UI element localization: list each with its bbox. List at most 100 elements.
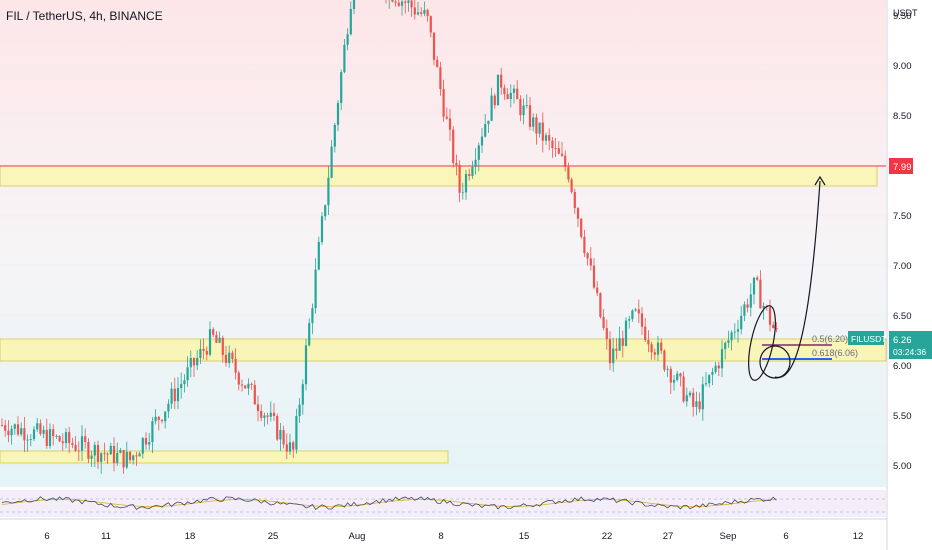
candle-body (346, 34, 349, 45)
candle-body (506, 94, 509, 100)
candle-body (52, 429, 55, 437)
candle-body (730, 332, 733, 341)
candle-body (212, 329, 215, 335)
candle-body (84, 436, 87, 443)
candle-body (135, 455, 138, 457)
candle-body (20, 428, 23, 435)
candle-body (311, 308, 314, 324)
candle-body (138, 453, 141, 457)
x-tick-label: 8 (438, 531, 443, 542)
candle-body (10, 428, 13, 436)
candle-body (666, 368, 669, 370)
candle-body (272, 412, 276, 416)
candle-body (215, 334, 218, 343)
candle-body (746, 304, 749, 308)
candle-body (740, 315, 743, 330)
candle-body (736, 329, 740, 332)
candle-body (349, 8, 352, 35)
candle-body (503, 87, 506, 95)
candle-body (413, 7, 416, 15)
candle-body (557, 148, 560, 154)
candle-body (58, 436, 61, 442)
candle-body (132, 455, 135, 461)
candle-body (285, 444, 288, 452)
candle-body (125, 451, 128, 468)
candle-body (698, 401, 701, 410)
candle-body (410, 0, 413, 8)
candle-body (640, 313, 644, 327)
candle-body (733, 331, 736, 333)
candle-body (711, 371, 714, 375)
candle-body (775, 327, 778, 330)
chart-title: FIL / TetherUS, 4h, BINANCE (6, 9, 163, 23)
candle-body (96, 444, 100, 462)
y-tick-label: 7.50 (893, 211, 912, 222)
candle-body (336, 103, 340, 125)
candle-body (192, 358, 196, 366)
candle-body (247, 383, 250, 389)
candle-body (340, 72, 343, 104)
candle-body (519, 99, 522, 116)
y-tick-label: 5.50 (893, 411, 912, 422)
candle-body (560, 153, 564, 156)
candle-body (170, 388, 173, 404)
candle-body (16, 424, 20, 435)
candle-body (573, 191, 576, 209)
candle-body (653, 352, 656, 355)
candle-body (525, 105, 528, 106)
candle-body (580, 218, 583, 237)
candle-body (676, 373, 679, 380)
candle-body (660, 342, 663, 351)
candle-body (23, 428, 26, 441)
candle-body (266, 415, 269, 417)
candle-body (189, 358, 192, 368)
candle-body (448, 118, 452, 130)
candle-body (224, 354, 228, 363)
candle-body (173, 388, 176, 402)
candle-body (432, 32, 436, 60)
support-zone (0, 165, 878, 187)
candle-body (522, 105, 525, 116)
candle-body (704, 383, 708, 385)
candle-body (327, 177, 330, 206)
candle-body (416, 12, 420, 15)
candle-body (532, 117, 535, 127)
candle-body (628, 319, 631, 321)
candle-body (541, 122, 544, 141)
pattern-circle (759, 345, 791, 379)
pattern-ellipse (748, 305, 776, 381)
candle-body (752, 277, 756, 295)
candle-body (330, 146, 333, 178)
candle-body (749, 294, 752, 308)
candle-body (650, 344, 653, 353)
candle-body (548, 135, 551, 141)
candle-body (487, 120, 490, 125)
candle-body (109, 445, 112, 455)
x-tick-label: Sep (720, 531, 737, 542)
candle-body (269, 412, 272, 417)
candle-body (26, 439, 29, 441)
last-price-tag (889, 331, 932, 359)
candle-body (397, 2, 400, 6)
fib-level-label: 0.618(6.06) (812, 348, 858, 358)
candle-body (64, 432, 68, 444)
candle-body (436, 59, 439, 68)
x-tick-label: 22 (602, 531, 613, 542)
candle-body (490, 95, 493, 121)
candle-body (528, 105, 532, 127)
candle-body (151, 421, 154, 443)
candle-body (61, 441, 64, 444)
candle-body (288, 442, 292, 452)
rsi-line (1, 496, 777, 511)
candle-body (36, 423, 39, 430)
candle-body (439, 67, 442, 90)
candle-body (717, 365, 720, 369)
candle-body (400, 1, 404, 6)
y-tick-label: 8.50 (893, 111, 912, 122)
candle-body (314, 269, 317, 309)
candle-body (656, 342, 660, 355)
candle-body (429, 16, 432, 33)
candle-body (583, 236, 586, 254)
candle-body (295, 416, 298, 450)
